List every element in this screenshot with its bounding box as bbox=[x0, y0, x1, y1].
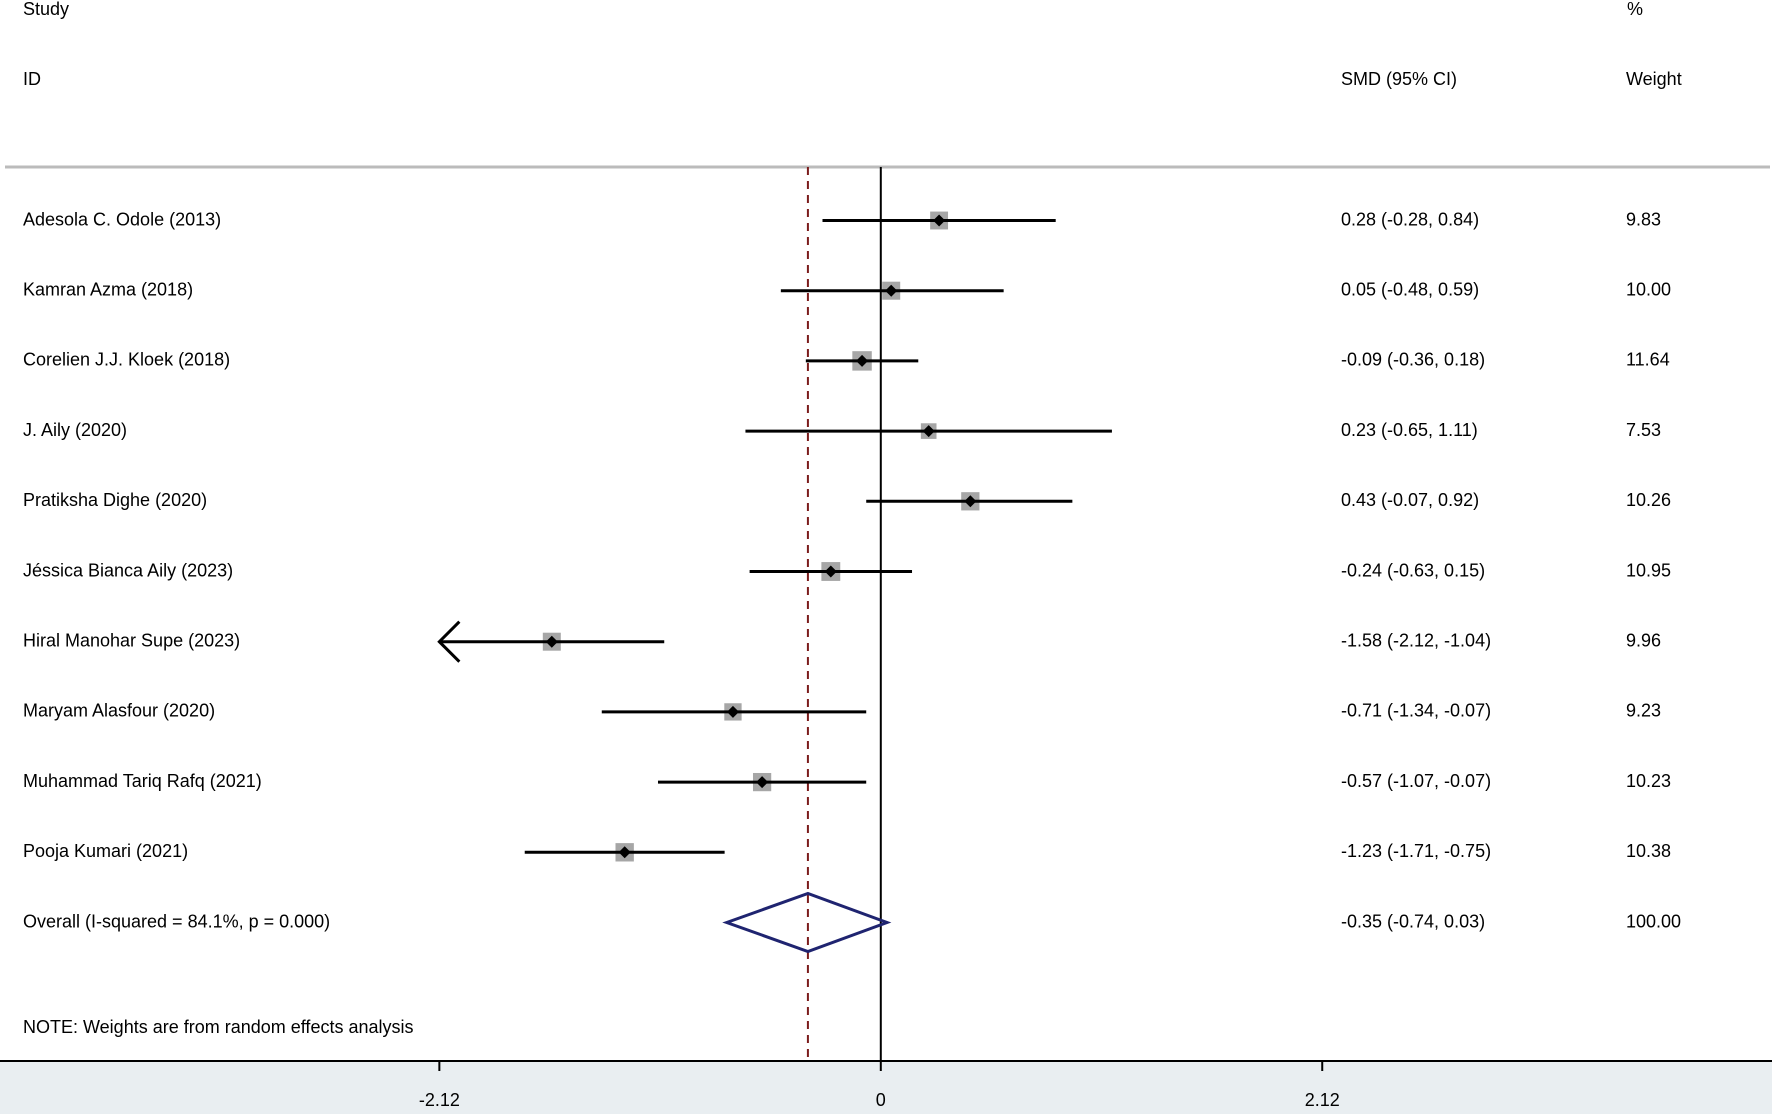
weight-label: 10.23 bbox=[1626, 771, 1671, 791]
point-estimate bbox=[933, 214, 946, 227]
weight-label: 11.64 bbox=[1626, 350, 1670, 370]
overall-ci-label: -0.35 (-0.74, 0.03) bbox=[1341, 911, 1485, 931]
header-percent: % bbox=[1627, 0, 1643, 19]
point-estimate bbox=[726, 705, 739, 718]
point-estimate bbox=[545, 635, 558, 648]
study-name: Adesola C. Odole (2013) bbox=[23, 209, 221, 229]
ci-label: -0.09 (-0.36, 0.18) bbox=[1341, 350, 1485, 370]
overall-weight-label: 100.00 bbox=[1626, 911, 1681, 931]
note: NOTE: Weights are from random effects an… bbox=[23, 1017, 413, 1037]
point-estimate bbox=[922, 425, 935, 438]
weight-label: 9.23 bbox=[1626, 701, 1661, 721]
point-estimate bbox=[964, 495, 977, 508]
header-weight: Weight bbox=[1626, 69, 1682, 89]
header-id: ID bbox=[23, 69, 41, 89]
x-tick-label: -2.12 bbox=[419, 1090, 460, 1110]
axis-band bbox=[0, 1061, 1772, 1114]
weight-label: 10.00 bbox=[1626, 279, 1671, 299]
study-name: Kamran Azma (2018) bbox=[23, 279, 193, 299]
point-estimate bbox=[756, 776, 769, 789]
overall-diamond bbox=[722, 891, 892, 954]
weight-label: 10.26 bbox=[1626, 490, 1671, 510]
study-name: Pooja Kumari (2021) bbox=[23, 841, 188, 861]
weight-label: 10.38 bbox=[1626, 841, 1671, 861]
study-name: Jéssica Bianca Aily (2023) bbox=[23, 560, 233, 580]
weight-label: 10.95 bbox=[1626, 560, 1671, 580]
header-effect: SMD (95% CI) bbox=[1341, 69, 1457, 89]
ci-label: 0.28 (-0.28, 0.84) bbox=[1341, 209, 1479, 229]
ci-arrow bbox=[437, 620, 461, 663]
ci-label: 0.05 (-0.48, 0.59) bbox=[1341, 279, 1479, 299]
study-name: J. Aily (2020) bbox=[23, 420, 127, 440]
ci-label: 0.43 (-0.07, 0.92) bbox=[1341, 490, 1479, 510]
weight-label: 7.53 bbox=[1626, 420, 1661, 440]
ci-label: 0.23 (-0.65, 1.11) bbox=[1341, 420, 1478, 440]
point-estimate bbox=[885, 284, 898, 297]
study-name: Muhammad Tariq Rafq (2021) bbox=[23, 771, 262, 791]
study-name: Maryam Alasfour (2020) bbox=[23, 701, 215, 721]
point-estimate bbox=[618, 846, 631, 859]
header-study: Study bbox=[23, 0, 69, 19]
ci-label: -1.58 (-2.12, -1.04) bbox=[1341, 630, 1491, 650]
point-estimate bbox=[824, 565, 837, 578]
study-name: Hiral Manohar Supe (2023) bbox=[23, 630, 240, 650]
overall-name: Overall (I-squared = 84.1%, p = 0.000) bbox=[23, 911, 330, 931]
ci-label: -0.57 (-1.07, -0.07) bbox=[1341, 771, 1491, 791]
ci-label: -1.23 (-1.71, -0.75) bbox=[1341, 841, 1491, 861]
ci-label: -0.71 (-1.34, -0.07) bbox=[1341, 701, 1491, 721]
x-tick-label: 0 bbox=[876, 1090, 886, 1110]
weight-label: 9.83 bbox=[1626, 209, 1661, 229]
study-name: Pratiksha Dighe (2020) bbox=[23, 490, 207, 510]
ci-label: -0.24 (-0.63, 0.15) bbox=[1341, 560, 1485, 580]
study-name: Corelien J.J. Kloek (2018) bbox=[23, 350, 230, 370]
x-tick-label: 2.12 bbox=[1305, 1090, 1340, 1110]
point-estimate bbox=[856, 354, 869, 367]
weight-label: 9.96 bbox=[1626, 630, 1661, 650]
